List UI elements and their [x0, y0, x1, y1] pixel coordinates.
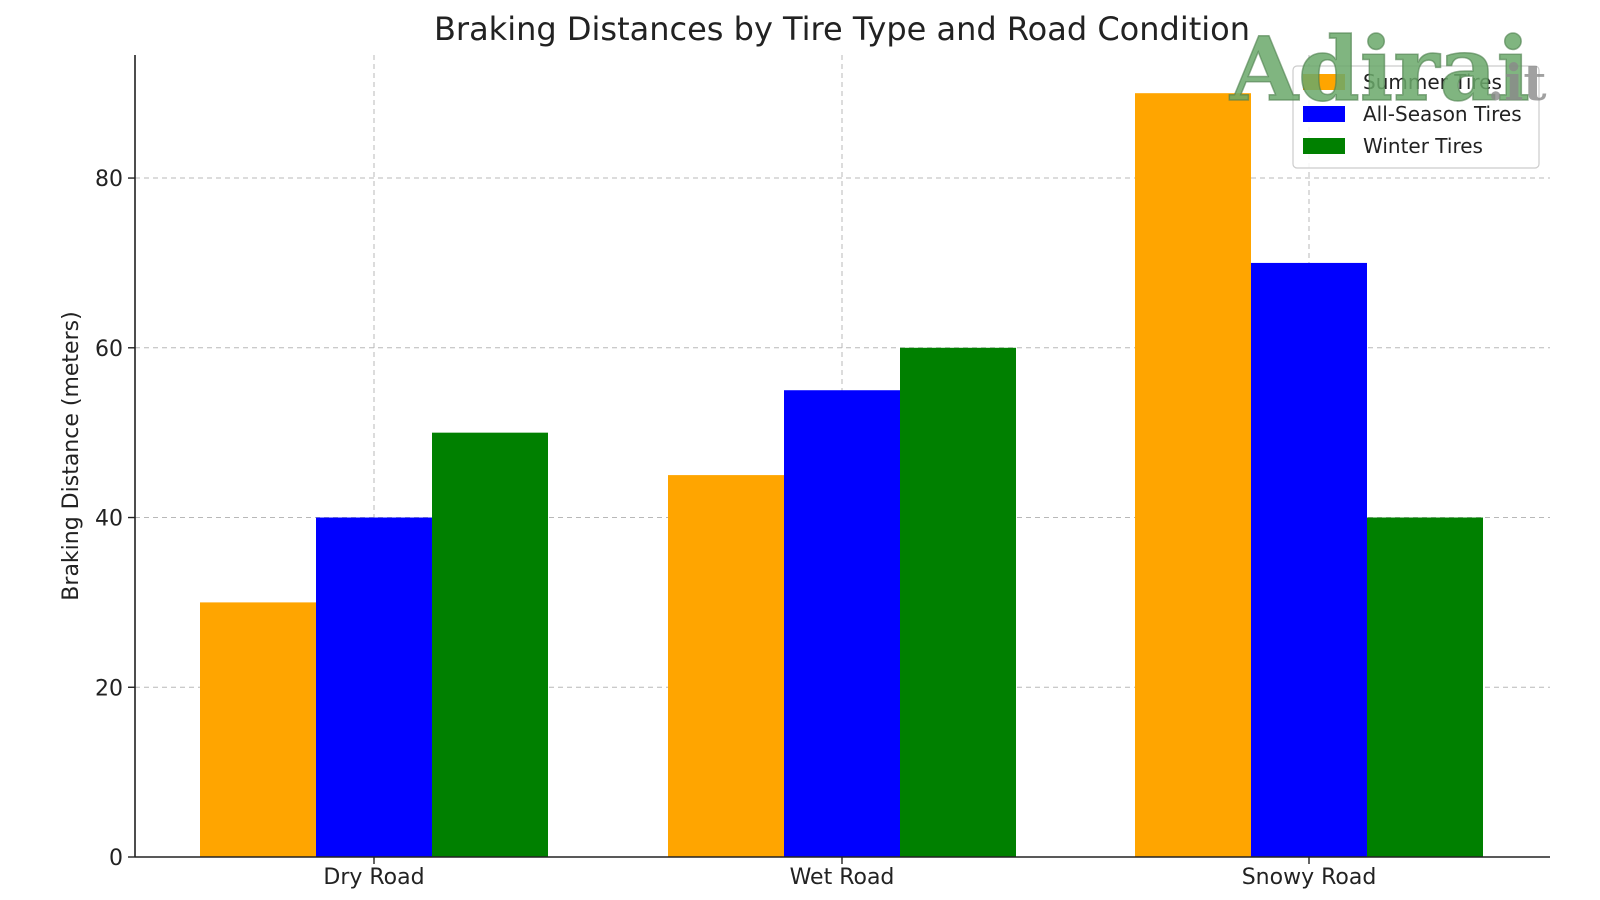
- bar: [432, 432, 548, 857]
- legend-label: All-Season Tires: [1363, 102, 1522, 126]
- bar: [200, 602, 316, 857]
- y-ticks: 0 20 40 60 80: [95, 167, 135, 871]
- watermark-tld: .it: [1487, 53, 1547, 112]
- legend-swatch: [1303, 106, 1345, 122]
- x-tick-label: Dry Road: [323, 865, 424, 890]
- x-ticks: Dry Road Wet Road Snowy Road: [323, 857, 1376, 890]
- y-tick-label: 0: [109, 846, 123, 871]
- bar: [784, 390, 900, 857]
- bar: [668, 475, 784, 857]
- legend-frame: [1292, 65, 1540, 169]
- legend-swatch: [1303, 74, 1345, 90]
- y-axis-label: Braking Distance (meters): [59, 311, 84, 600]
- bar: [316, 517, 432, 857]
- legend: Summer Tires All-Season Tires Winter Tires: [1292, 65, 1540, 169]
- x-tick-label: Wet Road: [790, 865, 895, 890]
- y-tick-label: 40: [95, 507, 123, 532]
- x-tick-label: Snowy Road: [1242, 865, 1377, 890]
- chart-title: Braking Distances by Tire Type and Road …: [434, 10, 1250, 48]
- legend-label: Winter Tires: [1363, 134, 1483, 158]
- bar: [1367, 517, 1483, 857]
- watermark-logo: Adirai .it: [1228, 16, 1547, 122]
- legend-swatch: [1303, 138, 1345, 154]
- legend-label: Summer Tires: [1363, 70, 1502, 94]
- bar: [1251, 262, 1367, 858]
- bar: [900, 347, 1016, 857]
- y-tick-label: 60: [95, 337, 123, 362]
- bar: [1135, 93, 1251, 857]
- y-tick-label: 80: [95, 167, 123, 192]
- watermark-text: Adirai: [1229, 17, 1530, 121]
- y-tick-label: 20: [95, 676, 123, 701]
- bars: [200, 93, 1483, 858]
